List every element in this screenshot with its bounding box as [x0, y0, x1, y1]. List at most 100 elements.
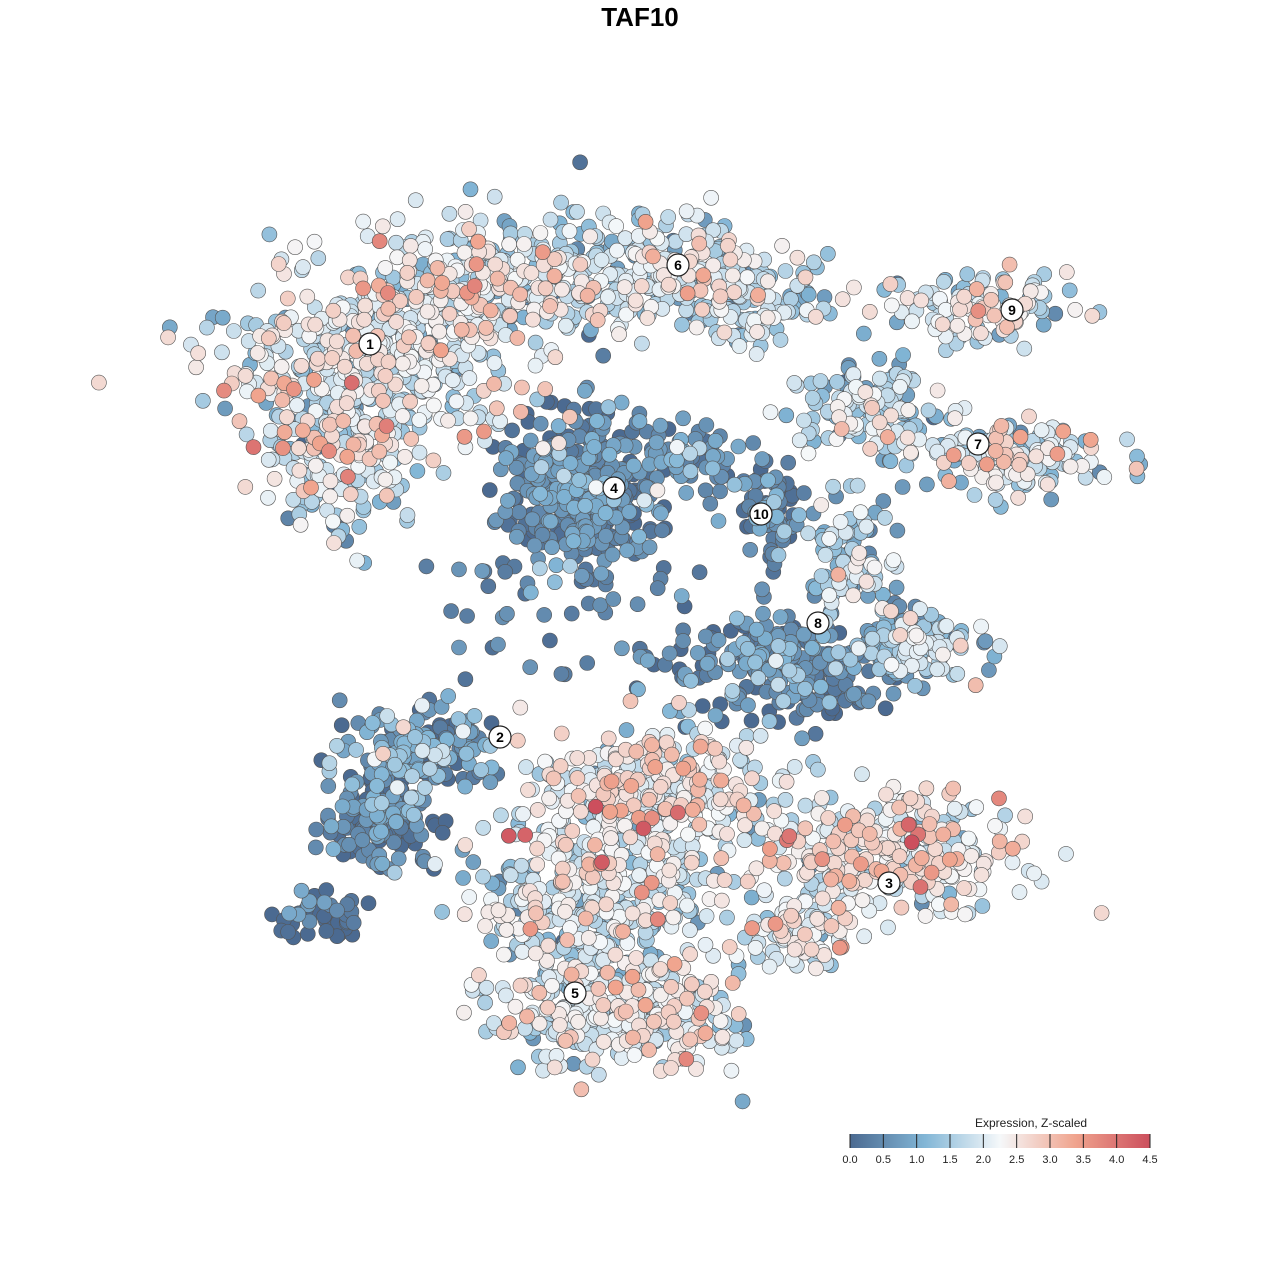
cell-point: [516, 236, 532, 252]
cell-point: [364, 715, 381, 731]
cell-point: [858, 518, 875, 535]
cell-point: [754, 451, 771, 467]
cell-point: [918, 780, 935, 797]
cell-point: [902, 790, 919, 807]
cell-point: [395, 719, 412, 736]
cell-point: [579, 655, 596, 671]
cell-point: [1001, 256, 1018, 273]
cell-point: [408, 289, 425, 305]
cell-point: [800, 445, 817, 462]
cell-point: [501, 1015, 518, 1031]
cell-point: [407, 192, 424, 208]
cell-point: [598, 896, 615, 913]
cell-point: [907, 677, 923, 694]
cell-point: [678, 485, 695, 501]
cell-point: [540, 937, 557, 954]
cell-point: [738, 739, 755, 756]
cell-point: [774, 238, 790, 254]
cell-point: [263, 370, 280, 387]
cell-point: [293, 357, 310, 374]
cell-point: [580, 930, 597, 946]
cell-point: [630, 981, 647, 998]
cell-point: [461, 889, 478, 905]
cell-point: [631, 413, 648, 430]
cell-point: [648, 434, 665, 451]
cell-point: [541, 790, 558, 807]
cell-point: [739, 873, 756, 890]
cell-point: [378, 418, 395, 434]
cell-point: [761, 713, 778, 730]
cell-point: [724, 683, 741, 699]
cell-point: [821, 530, 838, 547]
cell-point: [456, 1004, 472, 1021]
cell-point: [808, 960, 824, 977]
cell-point: [321, 755, 338, 772]
cell-point: [770, 547, 787, 563]
cell-point: [487, 256, 504, 273]
cell-point: [532, 415, 549, 432]
cell-point: [891, 799, 908, 816]
cell-point: [589, 413, 605, 429]
cell-point: [743, 712, 760, 729]
cell-point: [729, 610, 745, 627]
cell-point: [810, 761, 826, 778]
cell-point: [993, 418, 1010, 434]
cell-point: [786, 759, 803, 775]
cell-point: [979, 456, 995, 473]
cell-point: [710, 513, 727, 529]
cell-point: [515, 806, 531, 822]
cell-point: [310, 350, 326, 367]
cell-point: [509, 732, 526, 749]
cell-point: [557, 903, 573, 920]
cell-point: [535, 440, 551, 457]
cell-point: [812, 373, 829, 389]
cell-point: [260, 451, 277, 468]
cell-point: [618, 306, 635, 323]
cell-point: [195, 392, 211, 409]
cell-point: [776, 523, 793, 540]
cell-point: [625, 457, 642, 474]
cluster-label-text: 1: [366, 336, 374, 352]
cell-point: [754, 581, 770, 598]
cell-point: [899, 429, 916, 446]
cell-point: [883, 603, 899, 620]
cell-point: [893, 899, 910, 916]
cell-point: [482, 774, 499, 791]
cell-point: [633, 884, 650, 901]
cell-point: [473, 762, 489, 778]
cell-point: [386, 834, 402, 851]
cell-point: [498, 450, 514, 467]
cell-point: [814, 890, 831, 907]
cell-point: [411, 444, 428, 461]
cell-point: [786, 941, 803, 958]
cell-point: [537, 280, 554, 297]
cell-point: [902, 610, 919, 627]
cell-point: [1012, 429, 1029, 445]
cell-point: [480, 578, 497, 595]
cell-point: [678, 1051, 695, 1067]
cell-point: [529, 802, 546, 818]
cell-point: [588, 479, 604, 496]
cell-point: [379, 708, 396, 724]
cell-point: [654, 522, 670, 539]
cell-point: [631, 867, 648, 884]
cell-point: [394, 408, 411, 424]
cell-point: [739, 269, 756, 286]
cell-point: [514, 943, 531, 960]
cell-point: [590, 980, 607, 997]
cell-point: [766, 494, 782, 510]
cell-point: [691, 816, 708, 833]
cell-point: [721, 939, 738, 955]
cell-point: [1011, 884, 1028, 900]
cell-point: [974, 898, 991, 914]
cell-point: [386, 864, 403, 881]
cell-point: [894, 479, 911, 495]
cell-point: [237, 367, 254, 384]
cell-point: [899, 290, 916, 306]
cell-point: [777, 791, 794, 808]
cell-point: [783, 907, 800, 924]
cell-point: [689, 645, 706, 661]
cell-point: [238, 426, 255, 443]
cell-point: [590, 1066, 607, 1083]
cell-point: [762, 841, 778, 857]
